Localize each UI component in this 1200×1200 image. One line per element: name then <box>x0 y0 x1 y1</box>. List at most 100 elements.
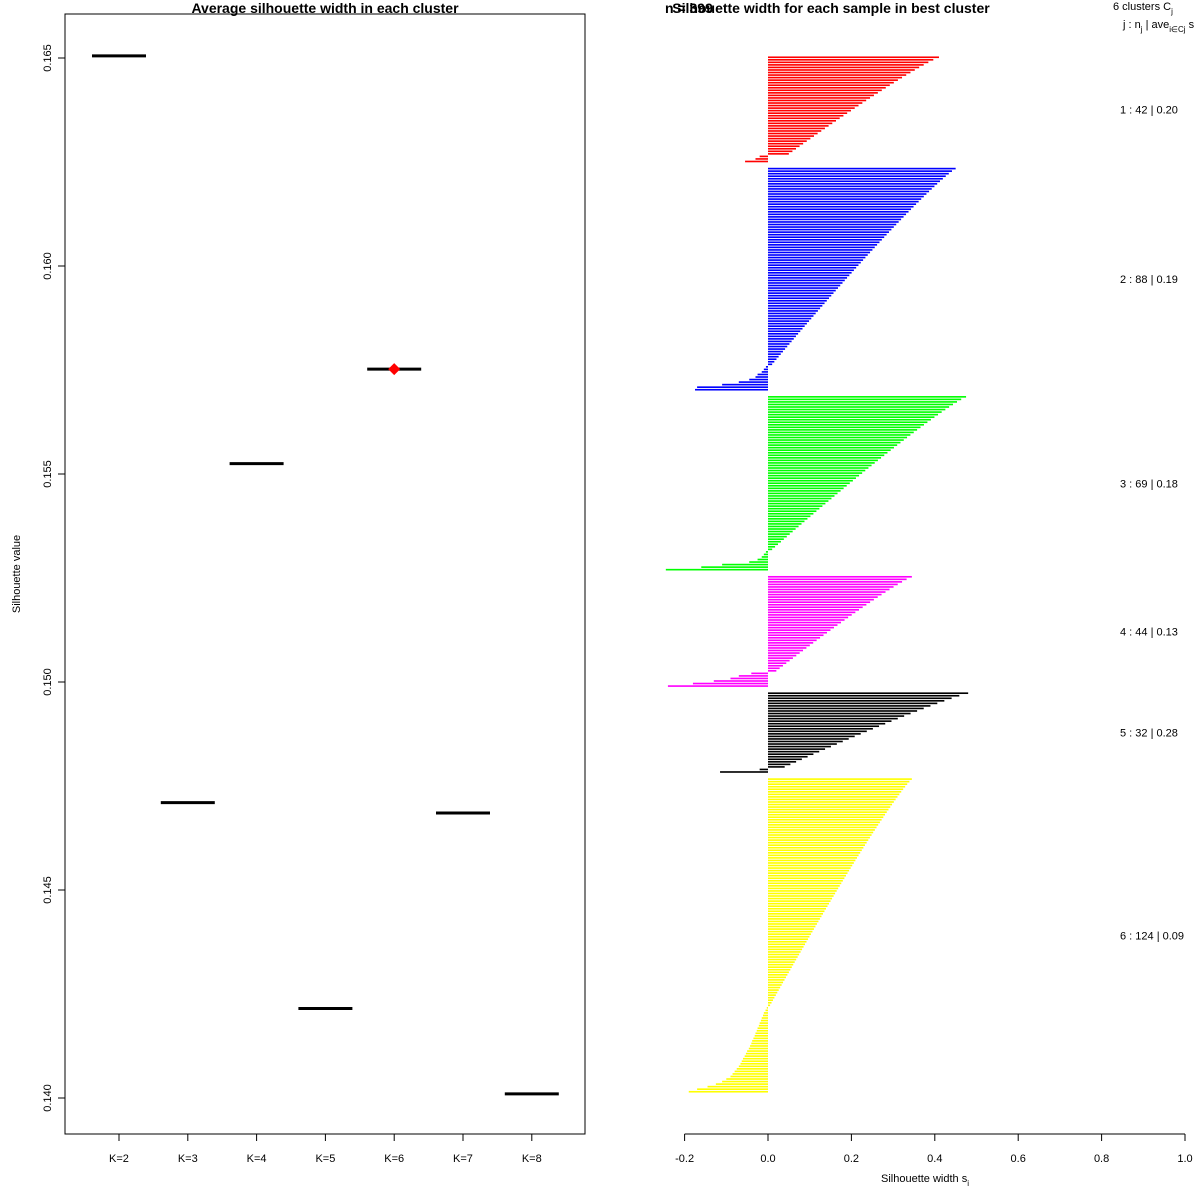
silhouette-bar <box>768 1004 771 1007</box>
silhouette-bar <box>768 277 848 279</box>
silhouette-bar <box>768 611 856 614</box>
silhouette-bar <box>768 495 835 497</box>
silhouette-bar <box>768 834 872 836</box>
silhouette-bar <box>765 1009 768 1012</box>
silhouette-bar <box>768 956 798 958</box>
cluster-label: 5 : 32 | 0.28 <box>1120 728 1178 740</box>
silhouette-bar <box>768 114 844 117</box>
silhouette-bar <box>768 662 787 665</box>
silhouette-bar <box>768 1001 772 1004</box>
silhouette-bar <box>768 925 816 928</box>
silhouette-bar <box>768 722 886 725</box>
x-tick-label: K=5 <box>315 1153 335 1165</box>
silhouette-bar <box>768 710 918 712</box>
silhouette-bar <box>768 472 863 474</box>
silhouette-bar <box>768 429 918 431</box>
silhouette-bar <box>768 864 853 867</box>
silhouette-bar <box>768 846 864 849</box>
silhouette-bar <box>765 366 768 368</box>
silhouette-bar <box>768 231 889 233</box>
silhouette-bar <box>768 849 862 852</box>
silhouette-bar <box>768 717 898 720</box>
silhouette-bar <box>768 727 873 730</box>
silhouette-bar <box>768 540 781 543</box>
silhouette-bar <box>768 256 866 259</box>
silhouette-bar <box>768 185 935 188</box>
silhouette-bar <box>697 1088 768 1091</box>
silhouette-bar <box>768 948 803 951</box>
silhouette-bar <box>768 261 861 264</box>
x-tick-label: K=3 <box>178 1153 198 1165</box>
silhouette-bar <box>768 979 785 981</box>
silhouette-bar <box>768 122 833 125</box>
y-tick-label: 0.145 <box>42 876 54 904</box>
silhouette-bar <box>768 621 842 624</box>
silhouette-bar <box>768 867 851 869</box>
silhouette-bar <box>768 831 874 834</box>
cluster-label: 3 : 69 | 0.18 <box>1120 478 1178 490</box>
silhouette-bar <box>768 413 939 416</box>
silhouette-bar <box>768 976 786 979</box>
silhouette-bar <box>768 315 814 317</box>
silhouette-bar <box>768 548 773 551</box>
silhouette-bar <box>763 1012 768 1014</box>
silhouette-bar <box>768 826 877 829</box>
silhouette-bar <box>768 89 882 92</box>
silhouette-bar <box>751 672 768 675</box>
silhouette-bar <box>768 588 890 591</box>
silhouette-bar <box>720 771 768 773</box>
silhouette-bar <box>768 796 898 798</box>
silhouette-bar <box>707 1085 768 1088</box>
silhouette-bar <box>768 869 850 872</box>
silhouette-bar <box>738 381 768 383</box>
silhouette-bar <box>768 730 867 733</box>
silhouette-bar <box>754 1034 768 1037</box>
silhouette-bar <box>692 682 768 685</box>
silhouette-bar <box>768 320 810 322</box>
silhouette-bar <box>768 647 807 649</box>
silhouette-bar <box>757 1027 768 1030</box>
silhouette-bar <box>768 482 850 485</box>
silhouette-bar <box>768 525 799 528</box>
silhouette-bar <box>768 606 863 609</box>
silhouette-bar <box>768 208 912 211</box>
silhouette-bar <box>768 213 907 216</box>
silhouette-bar <box>768 593 882 596</box>
left-y-axis-label: Silhouette value <box>11 535 23 613</box>
silhouette-bar <box>768 353 781 355</box>
legend-header-line1: 6 clusters Cj <box>1113 1 1173 16</box>
silhouette-bar <box>768 783 908 786</box>
silhouette-bar <box>768 294 832 297</box>
silhouette-bar <box>768 92 878 94</box>
silhouette-bar <box>768 801 894 803</box>
silhouette-bar <box>715 1083 768 1085</box>
silhouette-bar <box>768 619 845 621</box>
silhouette-bar <box>768 652 800 654</box>
right-x-axis-label: Silhouette width si <box>881 1173 969 1188</box>
silhouette-bar <box>759 1022 768 1024</box>
silhouette-bar <box>768 624 838 626</box>
silhouette-bar <box>768 743 837 745</box>
silhouette-bar <box>768 897 833 900</box>
silhouette-bar <box>768 735 855 738</box>
silhouette-bar <box>768 251 871 254</box>
left-y-axis: 0.140 0.145 0.150 0.155 0.160 0.165 <box>42 44 66 1112</box>
silhouette-bar <box>768 183 938 185</box>
silhouette-bar <box>760 1019 768 1022</box>
silhouette-bar <box>726 1078 768 1080</box>
x-tick-label: K=8 <box>522 1153 542 1165</box>
cluster-labels: 1 : 42 | 0.20 2 : 88 | 0.19 3 : 69 | 0.18 4… <box>1120 104 1184 942</box>
silhouette-bar <box>768 545 776 548</box>
sample-count-text: n = 399 <box>665 0 713 16</box>
silhouette-bar <box>768 153 789 155</box>
silhouette-bar <box>768 109 851 112</box>
silhouette-bar <box>768 953 800 956</box>
silhouette-bar <box>751 1042 768 1045</box>
silhouette-bar <box>768 999 773 1002</box>
silhouette-bar <box>768 639 817 642</box>
silhouette-bar <box>768 180 940 183</box>
silhouette-bar <box>763 553 768 556</box>
silhouette-bar <box>758 1024 768 1027</box>
silhouette-bar <box>768 142 804 145</box>
